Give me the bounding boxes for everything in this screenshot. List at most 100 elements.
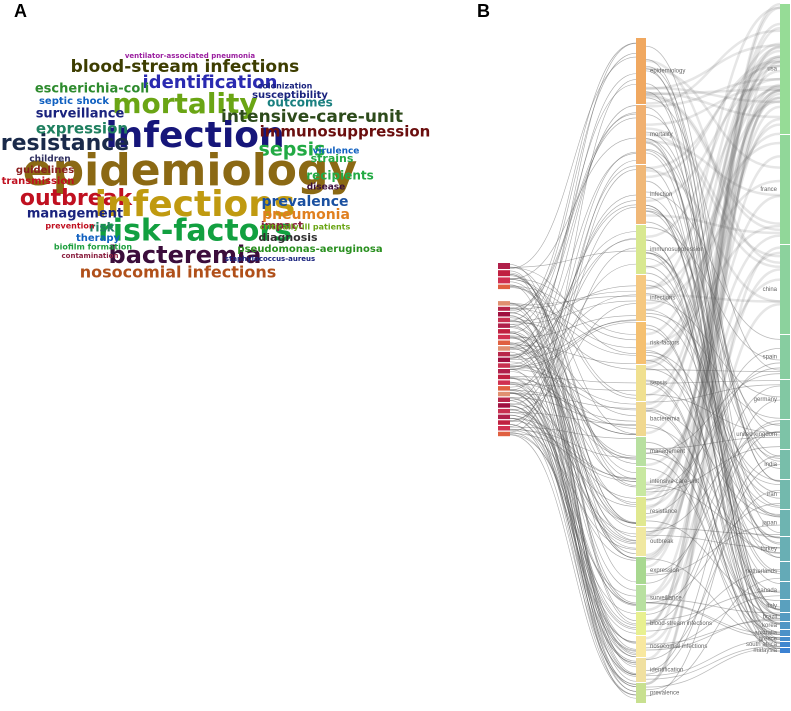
link [645,423,781,575]
link [509,321,637,370]
link [645,441,781,634]
word: risk [89,221,115,235]
link [509,406,637,605]
link [645,380,781,384]
link [645,448,781,617]
word: children [29,155,70,165]
link [645,150,781,545]
sankey-node [498,346,510,351]
link [509,400,637,687]
link [645,527,781,535]
link [645,351,781,486]
sankey-node [636,365,646,401]
word: critically-ill patients [260,223,351,232]
link [509,405,637,696]
link [645,194,781,491]
link [645,590,781,621]
country-label: italy [766,604,777,610]
link [645,234,781,467]
link [509,52,637,321]
link [645,77,781,108]
country-label: united kingdom [736,432,777,438]
link [645,293,781,303]
word: surveillance [36,107,125,122]
word: susceptibility [252,90,328,101]
link [645,97,781,371]
link [509,377,637,626]
link [645,455,781,675]
country-label: spain [763,355,777,361]
link [509,420,637,507]
sankey-node [498,431,510,437]
link [509,42,637,359]
link [645,57,781,510]
keyword-label: expression [650,568,679,574]
sankey-node [498,369,510,374]
link [645,96,781,562]
link [509,300,637,325]
link [645,22,781,560]
link [645,42,781,312]
sankey-node [498,263,510,269]
word: contamination [62,252,119,260]
sankey-node [636,437,646,466]
link [509,263,637,388]
link [645,138,781,639]
word-cloud: ventilator-associated pneumoniablood-str… [1,52,431,282]
link [509,389,637,422]
link [645,89,781,496]
link [509,397,637,426]
link [645,141,781,611]
link [645,458,781,648]
country-label: australia [754,631,777,637]
keyword-label: sepsis [650,381,667,387]
link [509,42,637,314]
sankey-node [636,658,646,682]
sankey-node [498,351,510,357]
link [509,424,637,643]
sankey-node [498,277,510,284]
link [645,268,781,598]
link [645,368,781,515]
link [509,303,637,411]
link [645,384,781,650]
link [645,60,781,239]
link [509,393,637,409]
country-label: south africa [746,642,778,648]
sankey-links [509,3,781,699]
link [645,142,781,626]
sankey-node [498,420,510,425]
link [645,328,781,633]
link [645,155,781,540]
link [645,315,781,508]
link [645,468,781,635]
link [645,123,781,485]
word: pneumonia [262,207,350,223]
sankey-node [780,562,790,581]
link [645,46,781,397]
word: management [27,207,123,222]
keyword-label: bacteremia [650,417,680,423]
word: guidelines [16,165,74,176]
link [509,376,637,384]
link [645,96,781,435]
sankey-node [498,323,510,328]
link [645,55,781,502]
word: virulence [313,147,360,157]
link [645,569,781,632]
word: blood-stream infections [71,57,300,77]
link [509,250,637,268]
link [645,100,781,350]
link [645,359,781,610]
link [509,285,637,341]
keyword-label: infection [650,192,672,198]
keyword-label: nosocomial infections [650,644,707,650]
link [645,210,781,426]
link [645,427,781,554]
word: expression [36,120,128,138]
sankey-node [636,557,646,584]
link [509,414,637,561]
link [645,618,781,651]
link [645,221,781,459]
link [509,79,637,427]
